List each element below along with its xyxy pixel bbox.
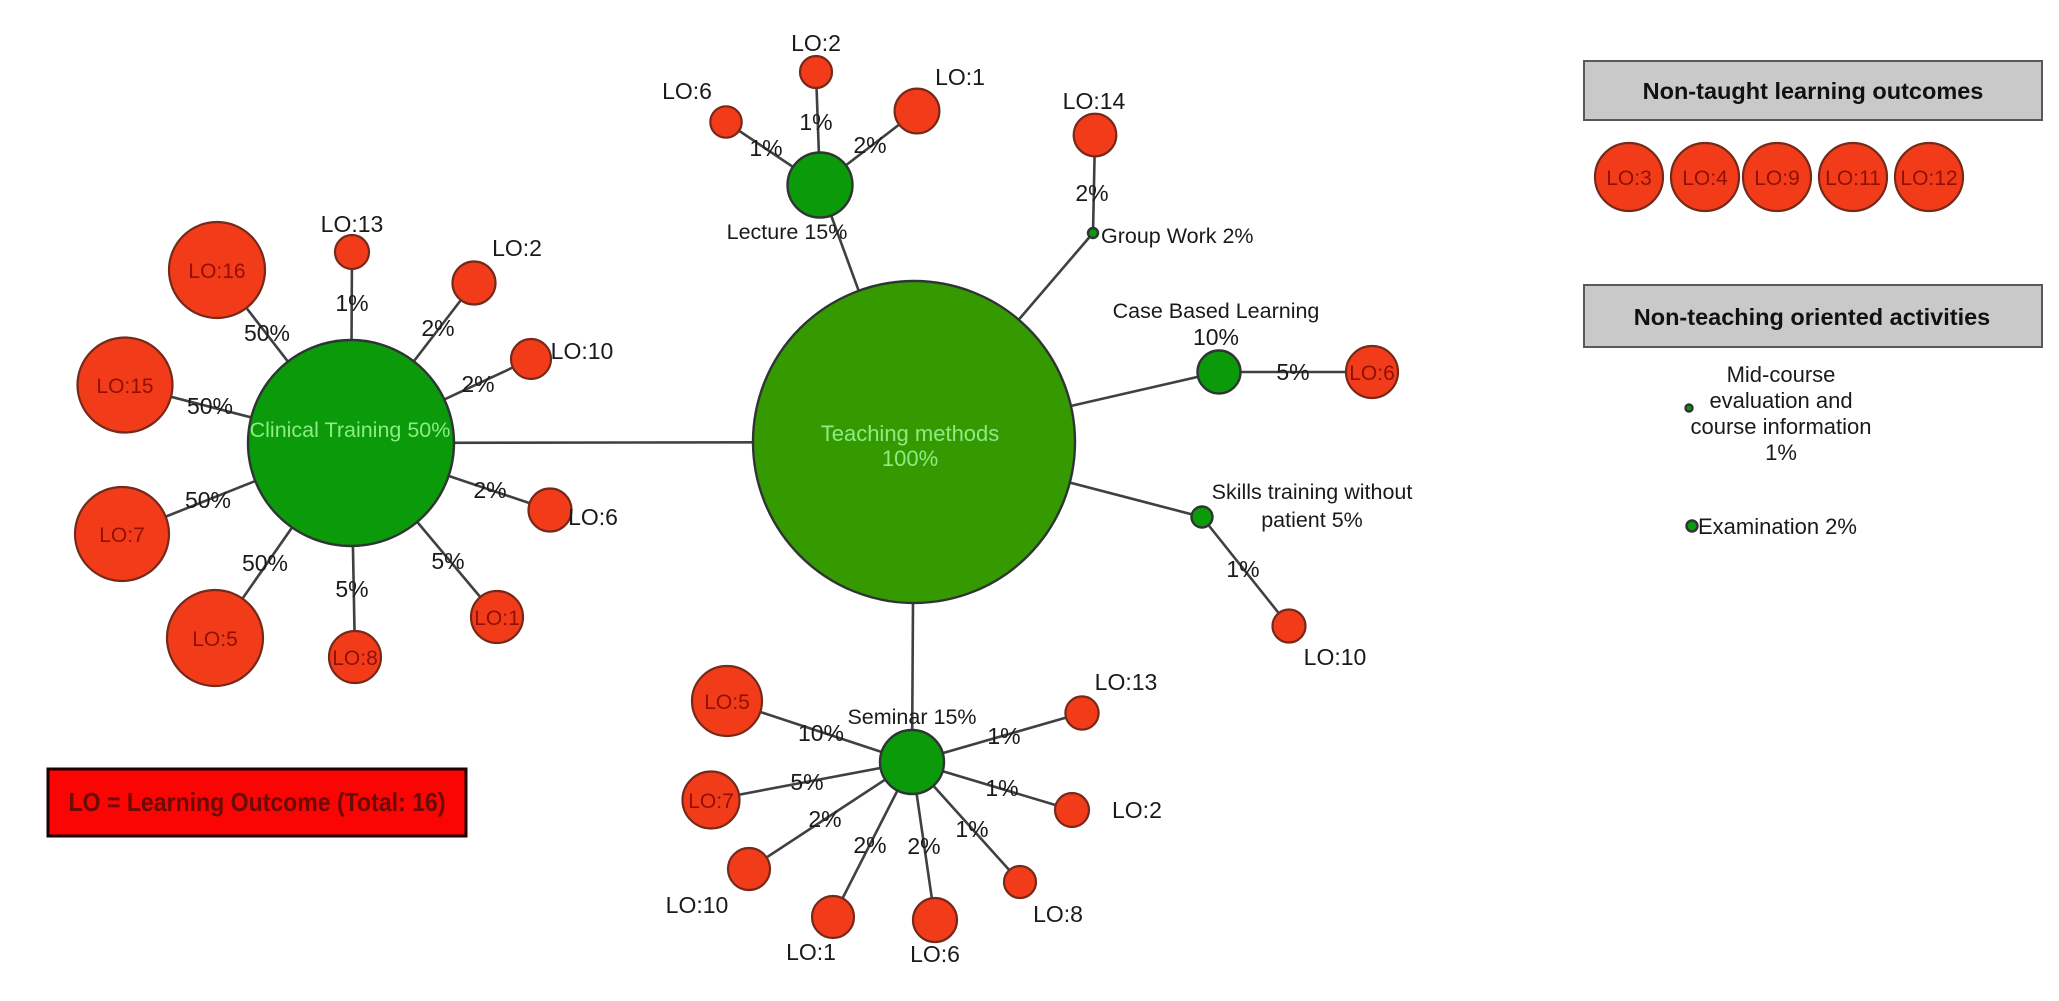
- svg-text:1%: 1%: [985, 775, 1018, 801]
- svg-text:patient 5%: patient 5%: [1261, 508, 1363, 532]
- svg-text:Non-teaching oriented activiti: Non-teaching oriented activities: [1634, 304, 1990, 330]
- svg-text:Case Based Learning: Case Based Learning: [1113, 299, 1320, 323]
- svg-text:LO:12: LO:12: [1900, 167, 1957, 190]
- svg-text:course information: course information: [1691, 414, 1872, 439]
- svg-text:LO:10: LO:10: [1304, 644, 1367, 670]
- svg-text:5%: 5%: [790, 769, 823, 795]
- svg-text:1%: 1%: [1765, 440, 1797, 465]
- svg-text:5%: 5%: [431, 548, 464, 574]
- svg-text:10%: 10%: [798, 720, 844, 746]
- svg-text:LO:8: LO:8: [332, 647, 378, 670]
- svg-text:LO:16: LO:16: [188, 260, 245, 283]
- svg-text:Mid-course: Mid-course: [1727, 362, 1836, 387]
- svg-text:5%: 5%: [335, 576, 368, 602]
- svg-text:LO:5: LO:5: [704, 691, 750, 714]
- svg-text:LO:6: LO:6: [910, 941, 960, 967]
- svg-text:LO:2: LO:2: [1112, 797, 1162, 823]
- svg-text:1%: 1%: [799, 109, 832, 135]
- svg-text:LO:4: LO:4: [1682, 167, 1728, 190]
- svg-text:LO:1: LO:1: [474, 607, 520, 630]
- svg-text:LO:2: LO:2: [492, 235, 542, 261]
- svg-text:LO:7: LO:7: [688, 790, 734, 813]
- svg-text:2%: 2%: [1075, 180, 1108, 206]
- svg-text:50%: 50%: [244, 320, 290, 346]
- svg-text:100%: 100%: [882, 446, 938, 471]
- svg-text:50%: 50%: [185, 487, 231, 513]
- svg-text:LO:11: LO:11: [1825, 167, 1881, 190]
- svg-text:LO:13: LO:13: [321, 211, 384, 237]
- svg-text:LO:6: LO:6: [662, 78, 712, 104]
- svg-text:1%: 1%: [749, 135, 782, 161]
- svg-text:1%: 1%: [335, 290, 368, 316]
- svg-text:2%: 2%: [808, 806, 841, 832]
- svg-text:1%: 1%: [1226, 556, 1259, 582]
- svg-text:LO:8: LO:8: [1033, 901, 1083, 927]
- svg-text:LO:1: LO:1: [786, 939, 836, 965]
- svg-text:LO:10: LO:10: [666, 892, 729, 918]
- svg-text:10%: 10%: [1193, 324, 1239, 350]
- svg-text:Teaching methods: Teaching methods: [821, 421, 1000, 446]
- svg-text:LO:7: LO:7: [99, 524, 145, 547]
- svg-text:2%: 2%: [461, 371, 494, 397]
- svg-text:Clinical Training 50%: Clinical Training 50%: [250, 418, 451, 442]
- svg-text:50%: 50%: [187, 393, 233, 419]
- svg-text:LO:2: LO:2: [791, 30, 841, 56]
- svg-text:LO:9: LO:9: [1754, 167, 1800, 190]
- svg-text:2%: 2%: [853, 832, 886, 858]
- svg-text:2%: 2%: [421, 315, 454, 341]
- svg-text:LO:15: LO:15: [96, 375, 153, 398]
- svg-text:evaluation and: evaluation and: [1709, 388, 1852, 413]
- svg-text:50%: 50%: [242, 550, 288, 576]
- svg-text:LO:1: LO:1: [935, 64, 985, 90]
- svg-text:LO:13: LO:13: [1095, 669, 1158, 695]
- svg-text:2%: 2%: [907, 833, 940, 859]
- svg-text:LO:3: LO:3: [1606, 167, 1652, 190]
- svg-text:2%: 2%: [853, 132, 886, 158]
- svg-text:1%: 1%: [987, 723, 1020, 749]
- svg-text:5%: 5%: [1276, 359, 1309, 385]
- svg-text:LO:6: LO:6: [1349, 362, 1395, 385]
- svg-text:Seminar 15%: Seminar 15%: [847, 705, 976, 729]
- svg-text:Group Work 2%: Group Work 2%: [1101, 224, 1254, 248]
- svg-text:LO:14: LO:14: [1063, 88, 1126, 114]
- svg-text:LO:5: LO:5: [192, 628, 238, 651]
- svg-text:LO:6: LO:6: [568, 504, 618, 530]
- svg-text:Non-taught learning outcomes: Non-taught learning outcomes: [1643, 78, 1984, 104]
- svg-text:1%: 1%: [955, 816, 988, 842]
- svg-text:Skills training without: Skills training without: [1212, 480, 1413, 504]
- svg-text:2%: 2%: [473, 477, 506, 503]
- svg-text:Lecture 15%: Lecture 15%: [727, 220, 848, 244]
- svg-text:Examination 2%: Examination 2%: [1698, 514, 1857, 539]
- svg-text:LO:10: LO:10: [551, 338, 614, 364]
- svg-text:LO = Learning Outcome (Total:: LO = Learning Outcome (Total: 16): [69, 787, 446, 817]
